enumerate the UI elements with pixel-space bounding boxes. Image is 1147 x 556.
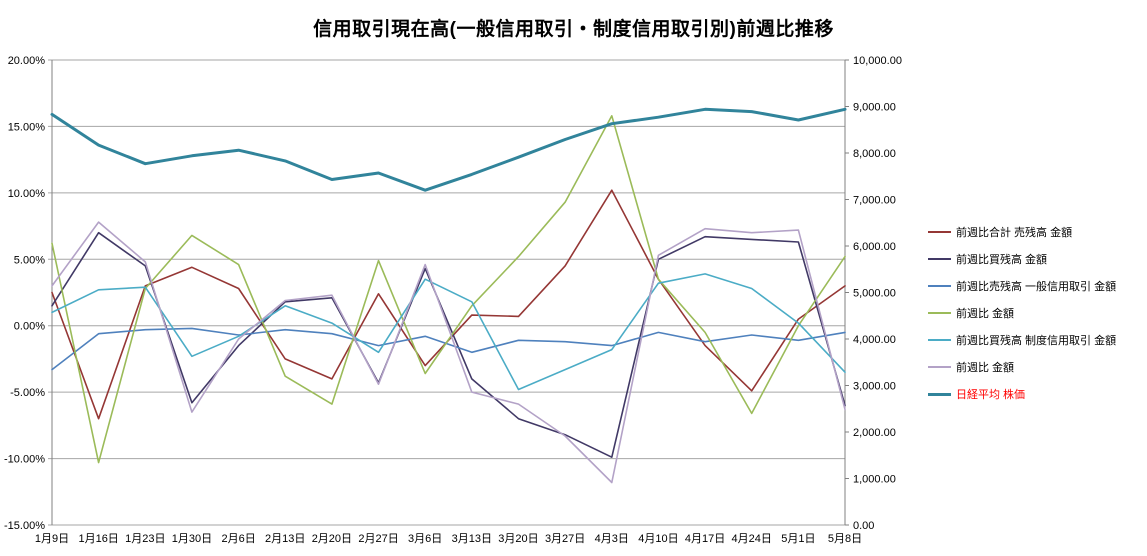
legend-item: 前週比買残高 金額 — [928, 251, 1116, 267]
x-axis-label: 1月30日 — [172, 533, 212, 545]
x-axis-label: 4月24日 — [732, 533, 772, 545]
legend-line-swatch — [928, 285, 951, 287]
x-axis-label: 1月16日 — [78, 533, 118, 545]
series-line — [51, 273, 846, 391]
left-axis-tick-label: -15.00% — [4, 520, 45, 532]
legend-label: 前週比買残高 制度信用取引 金額 — [956, 335, 1117, 347]
series-line — [51, 231, 846, 459]
legend-label: 前週比 金額 — [956, 362, 1015, 374]
x-axis-label: 1月23日 — [125, 533, 165, 545]
right-axis-tick-label: 4,000.00 — [853, 334, 896, 346]
right-axis-tick-label: 2,000.00 — [853, 427, 896, 439]
right-axis-tick-label: 6,000.00 — [853, 241, 896, 253]
left-axis-tick-label: 20.00% — [8, 55, 46, 67]
legend-item: 前週比売残高 一般信用取引 金額 — [928, 278, 1116, 294]
legend-item: 前週比 金額 — [928, 305, 1116, 321]
right-axis-tick-label: 3,000.00 — [853, 381, 896, 393]
legend-label: 前週比買残高 金額 — [956, 254, 1048, 266]
chart-title: 信用取引現在高(一般信用取引・制度信用取引別)前週比推移 — [313, 19, 834, 40]
right-axis-tick-label: 9,000.00 — [853, 102, 896, 114]
legend-line-swatch — [928, 392, 951, 396]
series-line — [51, 189, 846, 420]
series-line — [51, 327, 846, 371]
legend-item: 前週比合計 売残高 金額 — [928, 224, 1116, 240]
x-axis-label: 5月1日 — [781, 533, 815, 545]
right-axis-tick-label: 8,000.00 — [853, 148, 896, 160]
legend-item: 前週比買残高 制度信用取引 金額 — [928, 332, 1116, 348]
legend-item: 日経平均 株価 — [928, 386, 1116, 402]
x-axis-label: 1月9日 — [35, 533, 69, 545]
left-axis-tick-label: -5.00% — [10, 387, 45, 399]
x-axis-label: 3月6日 — [408, 533, 442, 545]
left-axis-tick-label: 15.00% — [8, 121, 46, 133]
legend-label: 日経平均 株価 — [956, 389, 1026, 401]
x-axis-label: 3月27日 — [545, 533, 585, 545]
series-line — [51, 221, 846, 484]
legend-label: 前週比合計 売残高 金額 — [956, 227, 1073, 239]
x-axis-label: 4月10日 — [638, 533, 678, 545]
left-axis-tick-label: 0.00% — [14, 321, 45, 333]
legend-label: 前週比売残高 一般信用取引 金額 — [956, 281, 1117, 293]
x-axis-label: 5月8日 — [828, 533, 862, 545]
legend-line-swatch — [928, 231, 951, 233]
legend-line-swatch — [928, 258, 951, 260]
right-axis-tick-label: 5,000.00 — [853, 288, 896, 300]
legend-line-swatch — [928, 339, 951, 341]
right-axis-tick-label: 1,000.00 — [853, 474, 896, 486]
x-axis-label: 4月3日 — [595, 533, 629, 545]
right-axis-tick-label: 10,000.00 — [853, 55, 902, 67]
x-axis-label: 3月20日 — [498, 533, 538, 545]
legend-line-swatch — [928, 366, 951, 368]
left-axis-tick-label: -10.00% — [4, 454, 45, 466]
right-axis-tick-label: 7,000.00 — [853, 195, 896, 207]
x-axis-label: 2月6日 — [221, 533, 255, 545]
legend-item: 前週比 金額 — [928, 359, 1116, 375]
right-axis-tick-label: 0.00 — [853, 520, 874, 532]
x-axis-label: 4月17日 — [685, 533, 725, 545]
x-axis-label: 2月20日 — [312, 533, 352, 545]
x-axis-label: 3月13日 — [452, 533, 492, 545]
series-line — [50, 107, 847, 192]
x-axis-label: 2月13日 — [265, 533, 305, 545]
legend-line-swatch — [928, 312, 951, 314]
left-axis-tick-label: 5.00% — [14, 254, 45, 266]
legend-label: 前週比 金額 — [956, 308, 1015, 320]
series-line — [51, 115, 846, 464]
x-axis-label: 2月27日 — [358, 533, 398, 545]
left-axis-tick-label: 10.00% — [8, 188, 46, 200]
chart-legend: 前週比合計 売残高 金額 前週比買残高 金額前週比売残高 一般信用取引 金額 前週比… — [928, 224, 1116, 402]
